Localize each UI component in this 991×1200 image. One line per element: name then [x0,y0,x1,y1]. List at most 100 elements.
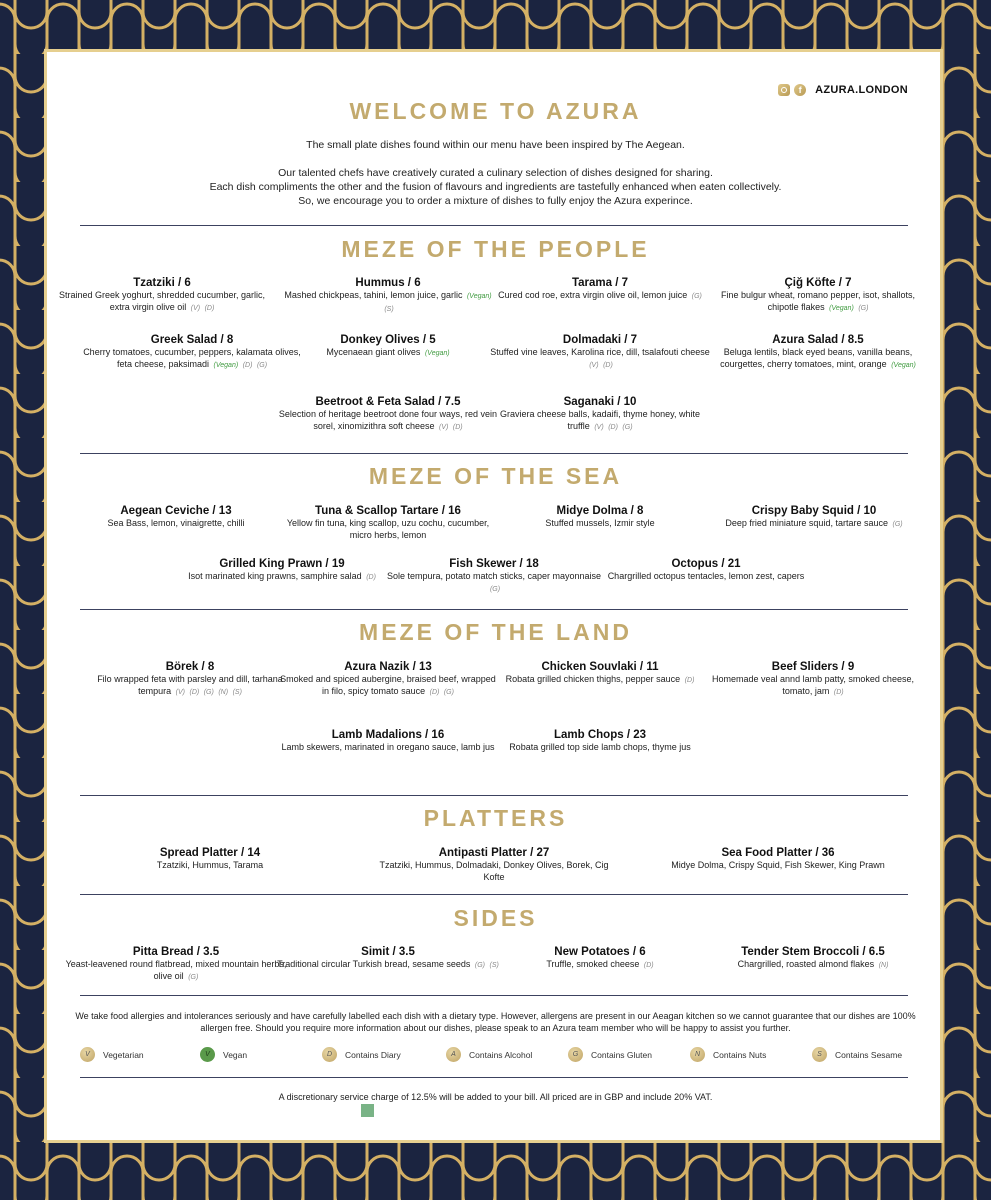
item-description-text: Lamb skewers, marinated in oregano sauce… [281,742,495,752]
item-description-text: Chargrilled octopus tentacles, lemon zes… [607,571,805,581]
dietary-tag: (D) [189,688,200,696]
menu-item: Antipasti Platter / 27 Tzatziki, Hummus, … [374,846,614,883]
item-description: Lamb skewers, marinated in oregano sauce… [278,742,498,754]
item-name: Simit / 3.5 [361,946,415,958]
item-description: Truffle, smoked cheese (D) [480,959,720,972]
legend-label: Vegetarian [103,1049,144,1060]
menu-item: Fish Skewer / 18 Sole tempura, potato mat… [384,557,604,595]
menu-item: Grilled King Prawn / 19 Isot marinated ki… [172,557,392,584]
menu-item: Pitta Bread / 3.5 Yeast-leavened round fl… [56,945,296,983]
item-name: Saganaki / 10 [563,396,637,408]
item-name: Tarama / 7 [571,277,629,289]
dietary-tag: (V) [589,361,599,369]
item-name: Börek / 8 [165,661,215,673]
dietary-tag: (G) [858,304,869,312]
legend-label: Contains Sesame [835,1049,903,1060]
menu-item: Lamb Chops / 23 Robata grilled top side l… [490,728,710,754]
item-description: Isot marinated king prawns, samphire sal… [172,571,392,584]
dietary-badge-icon: V [200,1047,215,1062]
item-description: Chargrilled, roasted almond flakes (N) [693,959,933,972]
dietary-tag: (D) [608,423,618,431]
item-description: Chargrilled octopus tentacles, lemon zes… [596,571,816,583]
section-divider [80,453,908,454]
intro-line: So, we encourage you to order a mixture … [298,195,693,207]
intro-line: Each dish compliments the other and the … [209,181,782,193]
item-description: Tzatziki, Hummus, Dolmadaki, Donkey Oliv… [374,860,614,883]
item-description: Deep fried miniature squid, tartare sauc… [704,518,924,531]
section-title: PLATTERS [423,805,568,831]
legend-item: S Contains Sesame [812,1047,902,1062]
social-handle[interactable]: AZURA.LONDON [815,84,908,96]
item-description: Robata grilled top side lamb chops, thym… [490,742,710,754]
section-title: MEZE OF THE PEOPLE [341,236,650,262]
item-description: Selection of heritage beetroot done four… [278,409,498,433]
item-name: Lamb Madalions / 16 [331,729,445,741]
item-name: Dolmadaki / 7 [562,334,638,346]
item-description: Smoked and spiced aubergine, braised bee… [278,674,498,698]
section-divider [80,609,908,610]
item-description: Yellow fin tuna, king scallop, uzu cochu… [278,518,498,541]
menu-item: Börek / 8 Filo wrapped feta with parsley … [80,660,300,698]
menu-item: Tuna & Scallop Tartare / 16 Yellow fin tu… [278,504,498,541]
dietary-tag: (V) [439,423,449,431]
dietary-badge-icon: A [446,1047,461,1062]
menu-item: Dolmadaki / 7 Stuffed vine leaves, Karoli… [490,333,710,371]
dietary-tag: (D) [833,688,844,696]
item-description-text: Yellow fin tuna, king scallop, uzu cochu… [286,518,490,540]
menu-item: Midye Dolma / 8 Stuffed mussels, Izmir st… [490,504,710,530]
dietary-tag: (S) [232,688,242,696]
item-name: Aegean Ceviche / 13 [120,505,232,517]
item-description-text: Beluga lentils, black eyed beans, vanill… [720,347,913,369]
dietary-tag: (G) [203,688,214,696]
item-description: Cherry tomatoes, cucumber, peppers, kala… [82,347,302,371]
item-description: Mycenaean giant olives (Vegan) [278,347,498,360]
dietary-tag: (V) [175,688,185,696]
dietary-badge-icon: D [322,1047,337,1062]
item-description-text: Cherry tomatoes, cucumber, peppers, kala… [83,347,301,369]
item-name: Sea Food Platter / 36 [721,847,835,859]
item-description: Stuffed mussels, Izmir style [490,518,710,530]
dietary-tag: (D) [643,962,654,969]
item-description: Sea Bass, lemon, vinaigrette, chilli [66,518,286,530]
item-description-text: Robata grilled top side lamb chops, thym… [509,742,691,752]
legend-item: V Vegan [200,1047,247,1062]
allergy-notice: We take food allergies and intolerances … [75,1011,916,1033]
item-description: Mashed chickpeas, tahini, lemon juice, g… [278,290,498,315]
item-description-text: Midye Dolma, Crispy Squid, Fish Skewer, … [671,860,885,870]
menu-item: Hummus / 6 Mashed chickpeas, tahini, lemo… [278,276,498,315]
menu-item: Beetroot & Feta Salad / 7.5 Selection of … [278,395,498,433]
item-name: Spread Platter / 14 [159,847,261,859]
item-description-text: Isot marinated king prawns, samphire sal… [188,571,362,581]
legend-label: Contains Gluten [591,1049,652,1060]
legend-label: Contains Alcohol [469,1049,533,1060]
dietary-tag: (Vegan) [213,361,239,369]
dietary-tag: (G) [489,585,501,593]
menu-item: Aegean Ceviche / 13 Sea Bass, lemon, vina… [66,504,286,530]
item-name: Antipasti Platter / 27 [438,847,550,859]
item-description-text: Traditional circular Turkish bread, sesa… [277,959,471,969]
legend-label: Contains Diary [345,1049,401,1060]
section-title: SIDES [453,905,538,931]
item-description: Homemade veal annd lamb patty, smoked ch… [703,674,923,698]
item-name: Tuna & Scallop Tartare / 16 [315,505,461,517]
dietary-tag: (S) [384,305,394,313]
item-name: Midye Dolma / 8 [556,505,644,517]
dietary-tag: (G) [443,688,454,696]
item-name: Tzatziki / 6 [133,277,191,289]
dietary-tag: (D) [242,361,253,369]
instagram-icon[interactable] [778,84,791,96]
divider [80,1077,908,1078]
menu-item: Tender Stem Broccoli / 6.5 Chargrilled, r… [693,945,933,972]
dietary-badge-icon: G [568,1047,583,1062]
dietary-badge-icon: V [80,1047,95,1062]
item-description: Filo wrapped feta with parsley and dill,… [80,674,300,698]
dietary-tag: (G) [188,973,199,981]
dietary-tag: (G) [622,423,633,431]
dietary-tag: (Vegan) [424,350,450,357]
item-description: Tzatziki, Hummus, Tarama [90,860,330,872]
menu-item: Lamb Madalions / 16 Lamb skewers, marinat… [278,728,498,754]
facebook-icon[interactable]: f [794,84,807,96]
item-name: Octopus / 21 [671,558,741,570]
item-name: Crispy Baby Squid / 10 [751,505,877,517]
item-description-text: Fine bulgur wheat, romano pepper, isot, … [720,290,916,312]
